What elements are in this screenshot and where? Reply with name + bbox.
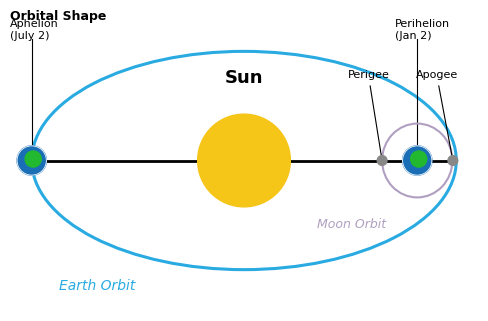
Ellipse shape (403, 146, 432, 175)
Text: Earth Orbit: Earth Orbit (59, 279, 135, 293)
Ellipse shape (448, 156, 458, 165)
Ellipse shape (377, 156, 387, 165)
Ellipse shape (25, 151, 41, 167)
Ellipse shape (17, 146, 46, 175)
Ellipse shape (198, 114, 290, 207)
Ellipse shape (411, 151, 427, 167)
Text: Perihelion
(Jan 2): Perihelion (Jan 2) (395, 19, 450, 41)
Text: Apogee: Apogee (416, 70, 458, 158)
Text: Perigee: Perigee (347, 70, 389, 158)
Text: Sun: Sun (225, 69, 263, 87)
Text: Moon Orbit: Moon Orbit (317, 218, 386, 231)
Text: Aphelion
(July 2): Aphelion (July 2) (10, 19, 59, 41)
Text: Orbital Shape: Orbital Shape (10, 10, 106, 22)
